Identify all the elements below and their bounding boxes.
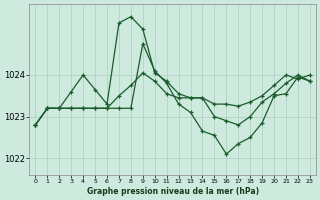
X-axis label: Graphe pression niveau de la mer (hPa): Graphe pression niveau de la mer (hPa) [87, 187, 259, 196]
